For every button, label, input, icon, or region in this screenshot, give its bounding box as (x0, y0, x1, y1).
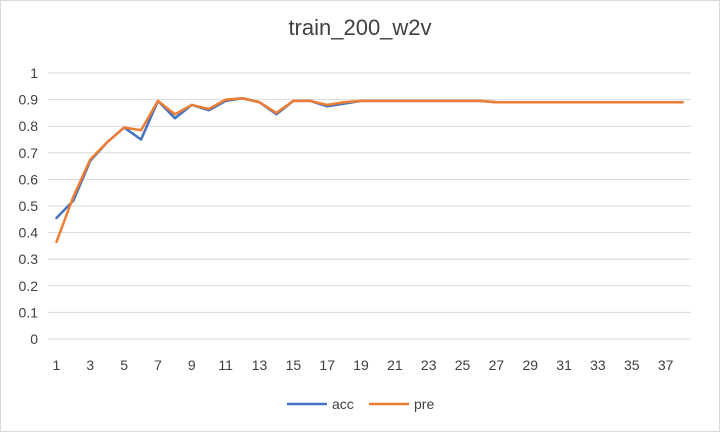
y-tick-label: 0.3 (19, 251, 39, 267)
x-tick-label: 15 (286, 357, 302, 373)
y-tick-label: 0 (30, 331, 38, 347)
chart-title: train_200_w2v (288, 15, 432, 40)
y-tick-label: 0.8 (19, 118, 39, 134)
y-tick-label: 1 (30, 65, 38, 81)
x-tick-label: 27 (489, 357, 505, 373)
x-tick-label: 11 (218, 357, 233, 373)
x-tick-label: 7 (154, 357, 162, 373)
legend-item-pre: pre (369, 396, 434, 412)
y-tick-label: 0.1 (19, 304, 39, 320)
x-tick-label: 21 (387, 357, 403, 373)
y-tick-label: 0.6 (19, 171, 39, 187)
x-tick-label: 5 (120, 357, 128, 373)
x-tick-label: 23 (421, 357, 437, 373)
legend-label: acc (332, 396, 354, 412)
legend-label: pre (414, 396, 434, 412)
x-tick-label: 35 (624, 357, 640, 373)
x-tick-label: 29 (522, 357, 538, 373)
y-tick-label: 0.9 (19, 92, 39, 108)
y-tick-label: 0.5 (19, 198, 39, 214)
series-line-pre (55, 97, 684, 244)
legend-item-acc: acc (287, 396, 354, 412)
x-tick-label: 19 (353, 357, 369, 373)
x-tick-label: 13 (252, 357, 268, 373)
x-tick-label: 17 (319, 357, 335, 373)
x-tick-label: 3 (86, 357, 94, 373)
y-tick-label: 0.4 (19, 225, 39, 241)
y-tick-label: 0.7 (19, 145, 39, 161)
x-tick-label: 33 (590, 357, 606, 373)
x-tick-label: 9 (188, 357, 196, 373)
y-tick-label: 0.2 (19, 278, 39, 294)
x-tick-label: 31 (556, 357, 572, 373)
x-tick-label: 1 (53, 357, 61, 373)
x-tick-label: 37 (658, 357, 674, 373)
x-tick-label: 25 (455, 357, 471, 373)
